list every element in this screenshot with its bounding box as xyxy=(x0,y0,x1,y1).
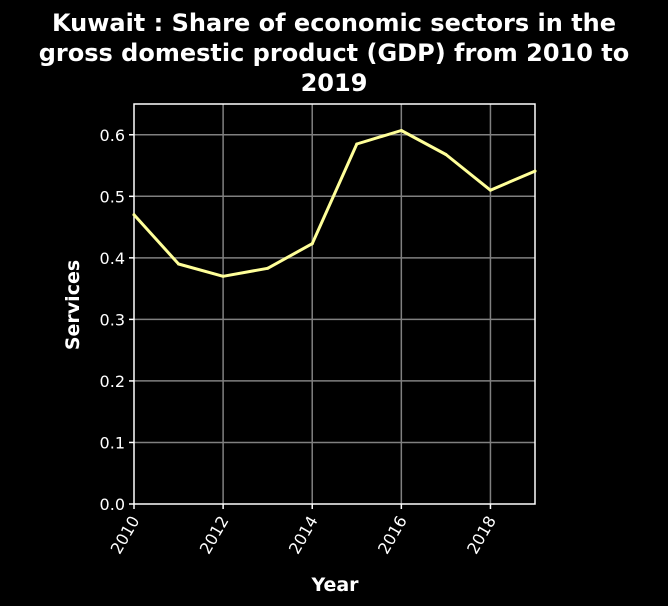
x-axis-ticks: 2010 2012 2014 2016 2018 xyxy=(107,504,500,557)
y-tick-label: 0.1 xyxy=(100,433,125,452)
data-point xyxy=(221,274,225,278)
data-point xyxy=(310,242,314,246)
grid-lines xyxy=(134,104,535,504)
data-point xyxy=(132,213,136,217)
plot-area-border xyxy=(133,103,536,505)
y-tick-label: 0.3 xyxy=(100,310,125,329)
y-tick-label: 0.0 xyxy=(100,495,125,514)
y-tick-label: 0.5 xyxy=(100,187,125,206)
y-axis-ticks: 0.0 0.1 0.2 0.3 0.4 0.5 0.6 xyxy=(100,126,134,514)
chart-title-line-3: 2019 xyxy=(301,69,368,97)
y-axis-label: Services xyxy=(62,260,84,350)
chart-title-line-2: gross domestic product (GDP) from 2010 t… xyxy=(39,39,630,67)
data-point xyxy=(488,188,492,192)
series-layer xyxy=(132,128,537,278)
data-point xyxy=(399,128,403,132)
y-tick-label: 0.2 xyxy=(100,372,125,391)
data-point xyxy=(533,169,537,173)
data-point xyxy=(355,142,359,146)
data-point xyxy=(266,266,270,270)
x-tick-label: 2010 xyxy=(107,513,144,558)
data-point xyxy=(444,152,448,156)
x-axis-label: Year xyxy=(310,574,359,596)
x-tick-label: 2018 xyxy=(463,513,500,558)
chart-title-line-1: Kuwait : Share of economic sectors in th… xyxy=(52,9,616,37)
y-tick-label: 0.4 xyxy=(100,249,125,268)
chart-title: Kuwait : Share of economic sectors in th… xyxy=(39,9,630,97)
y-tick-label: 0.6 xyxy=(100,126,125,145)
x-tick-label: 2014 xyxy=(285,513,322,558)
plot-border xyxy=(133,103,536,505)
data-point xyxy=(177,262,181,266)
series-line xyxy=(132,129,537,278)
x-tick-label: 2016 xyxy=(374,513,411,558)
x-tick-label: 2012 xyxy=(196,513,233,558)
